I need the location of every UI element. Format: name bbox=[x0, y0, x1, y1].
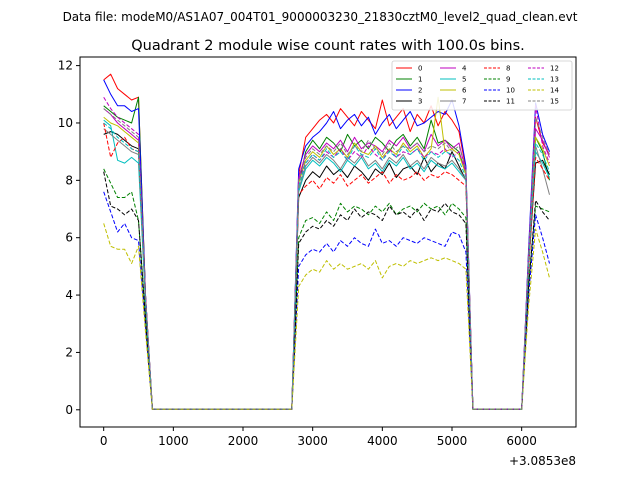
x-tick-label: 4000 bbox=[367, 434, 398, 448]
x-tick-label: 1000 bbox=[158, 434, 189, 448]
y-tick-label: 6 bbox=[65, 231, 73, 245]
legend-label-14: 14 bbox=[550, 87, 559, 95]
x-tick-label: 2000 bbox=[228, 434, 259, 448]
legend-label-11: 11 bbox=[506, 98, 515, 106]
axes-frame bbox=[79, 56, 577, 428]
y-tick-label: 2 bbox=[65, 345, 73, 359]
legend-label-13: 13 bbox=[550, 76, 559, 84]
legend-label-4: 4 bbox=[462, 65, 467, 73]
legend-label-5: 5 bbox=[462, 76, 466, 84]
legend-label-3: 3 bbox=[418, 98, 422, 106]
chart-title: Quadrant 2 module wise count rates with … bbox=[131, 38, 525, 54]
series-line-12 bbox=[103, 96, 550, 410]
legend-label-2: 2 bbox=[418, 87, 422, 95]
legend-label-6: 6 bbox=[462, 87, 467, 95]
legend-label-9: 9 bbox=[506, 76, 510, 84]
legend-label-12: 12 bbox=[550, 65, 559, 73]
x-tick-label: 6000 bbox=[506, 434, 537, 448]
legend-label-7: 7 bbox=[462, 98, 466, 106]
x-tick-label: 0 bbox=[100, 434, 108, 448]
series-line-15 bbox=[103, 108, 550, 410]
plot-background bbox=[80, 57, 576, 427]
y-tick-label: 0 bbox=[65, 403, 73, 417]
x-axis-offset-label: +3.0853e8 bbox=[509, 454, 576, 468]
x-tick-label: 5000 bbox=[437, 434, 468, 448]
legend-label-1: 1 bbox=[418, 76, 422, 84]
x-axis: 0 1000 2000 3000 4000 5000 6000 bbox=[100, 427, 537, 448]
series-lines bbox=[103, 73, 550, 410]
legend-box bbox=[391, 60, 573, 111]
y-tick-label: 4 bbox=[65, 288, 73, 302]
y-tick-label: 10 bbox=[58, 116, 73, 130]
y-tick-label: 8 bbox=[65, 173, 73, 187]
legend-label-15: 15 bbox=[550, 98, 559, 106]
legend-label-0: 0 bbox=[418, 65, 422, 73]
legend-label-8: 8 bbox=[506, 65, 510, 73]
x-tick-label: 3000 bbox=[297, 434, 328, 448]
figure-suptitle: Data file: modeM0/AS1A07_004T01_90000032… bbox=[63, 10, 578, 24]
y-tick-label: 12 bbox=[58, 59, 73, 73]
y-axis: 0 2 4 6 8 10 12 bbox=[58, 59, 80, 417]
legend-label-10: 10 bbox=[506, 87, 515, 95]
